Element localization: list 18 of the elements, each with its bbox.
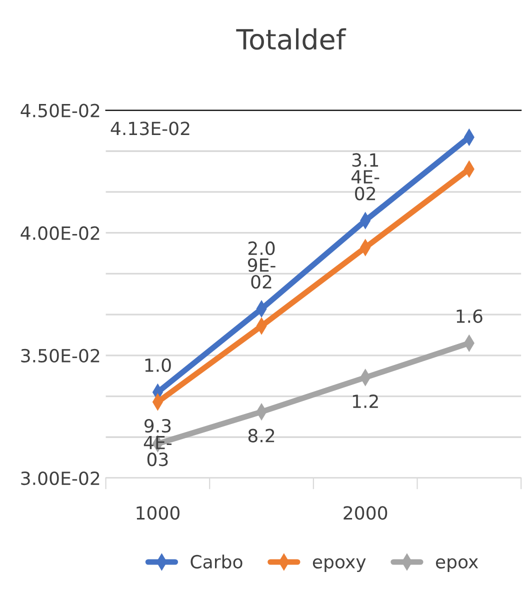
annotation: 4.13E-02 bbox=[110, 122, 190, 136]
chart-title: Totaldef bbox=[236, 28, 346, 50]
annotation: 9.3 4E- 03 bbox=[144, 418, 172, 466]
legend-label: Carbo bbox=[190, 554, 242, 569]
y-tick-label: 4.00E-02 bbox=[20, 226, 100, 240]
legend-label: epox bbox=[436, 558, 478, 572]
annotation: 3.1 4E- 02 bbox=[352, 153, 380, 200]
annotation: 8.2 bbox=[248, 428, 274, 442]
y-tick-label: 3.50E-02 bbox=[21, 348, 100, 363]
annotation: 1.6 bbox=[456, 309, 482, 323]
x-tick-label: 1000 bbox=[136, 506, 180, 520]
x-tick-label: 2000 bbox=[344, 506, 388, 520]
y-tick-label: 3.00E-02 bbox=[21, 471, 100, 486]
annotation: 1.0 bbox=[145, 358, 171, 372]
annotation: 2.0 9E- 02 bbox=[248, 241, 276, 289]
y-tick-label: 4.50E-02 bbox=[20, 104, 100, 118]
legend-label: epoxy bbox=[312, 558, 366, 572]
annotation: 1.2 bbox=[352, 394, 378, 408]
